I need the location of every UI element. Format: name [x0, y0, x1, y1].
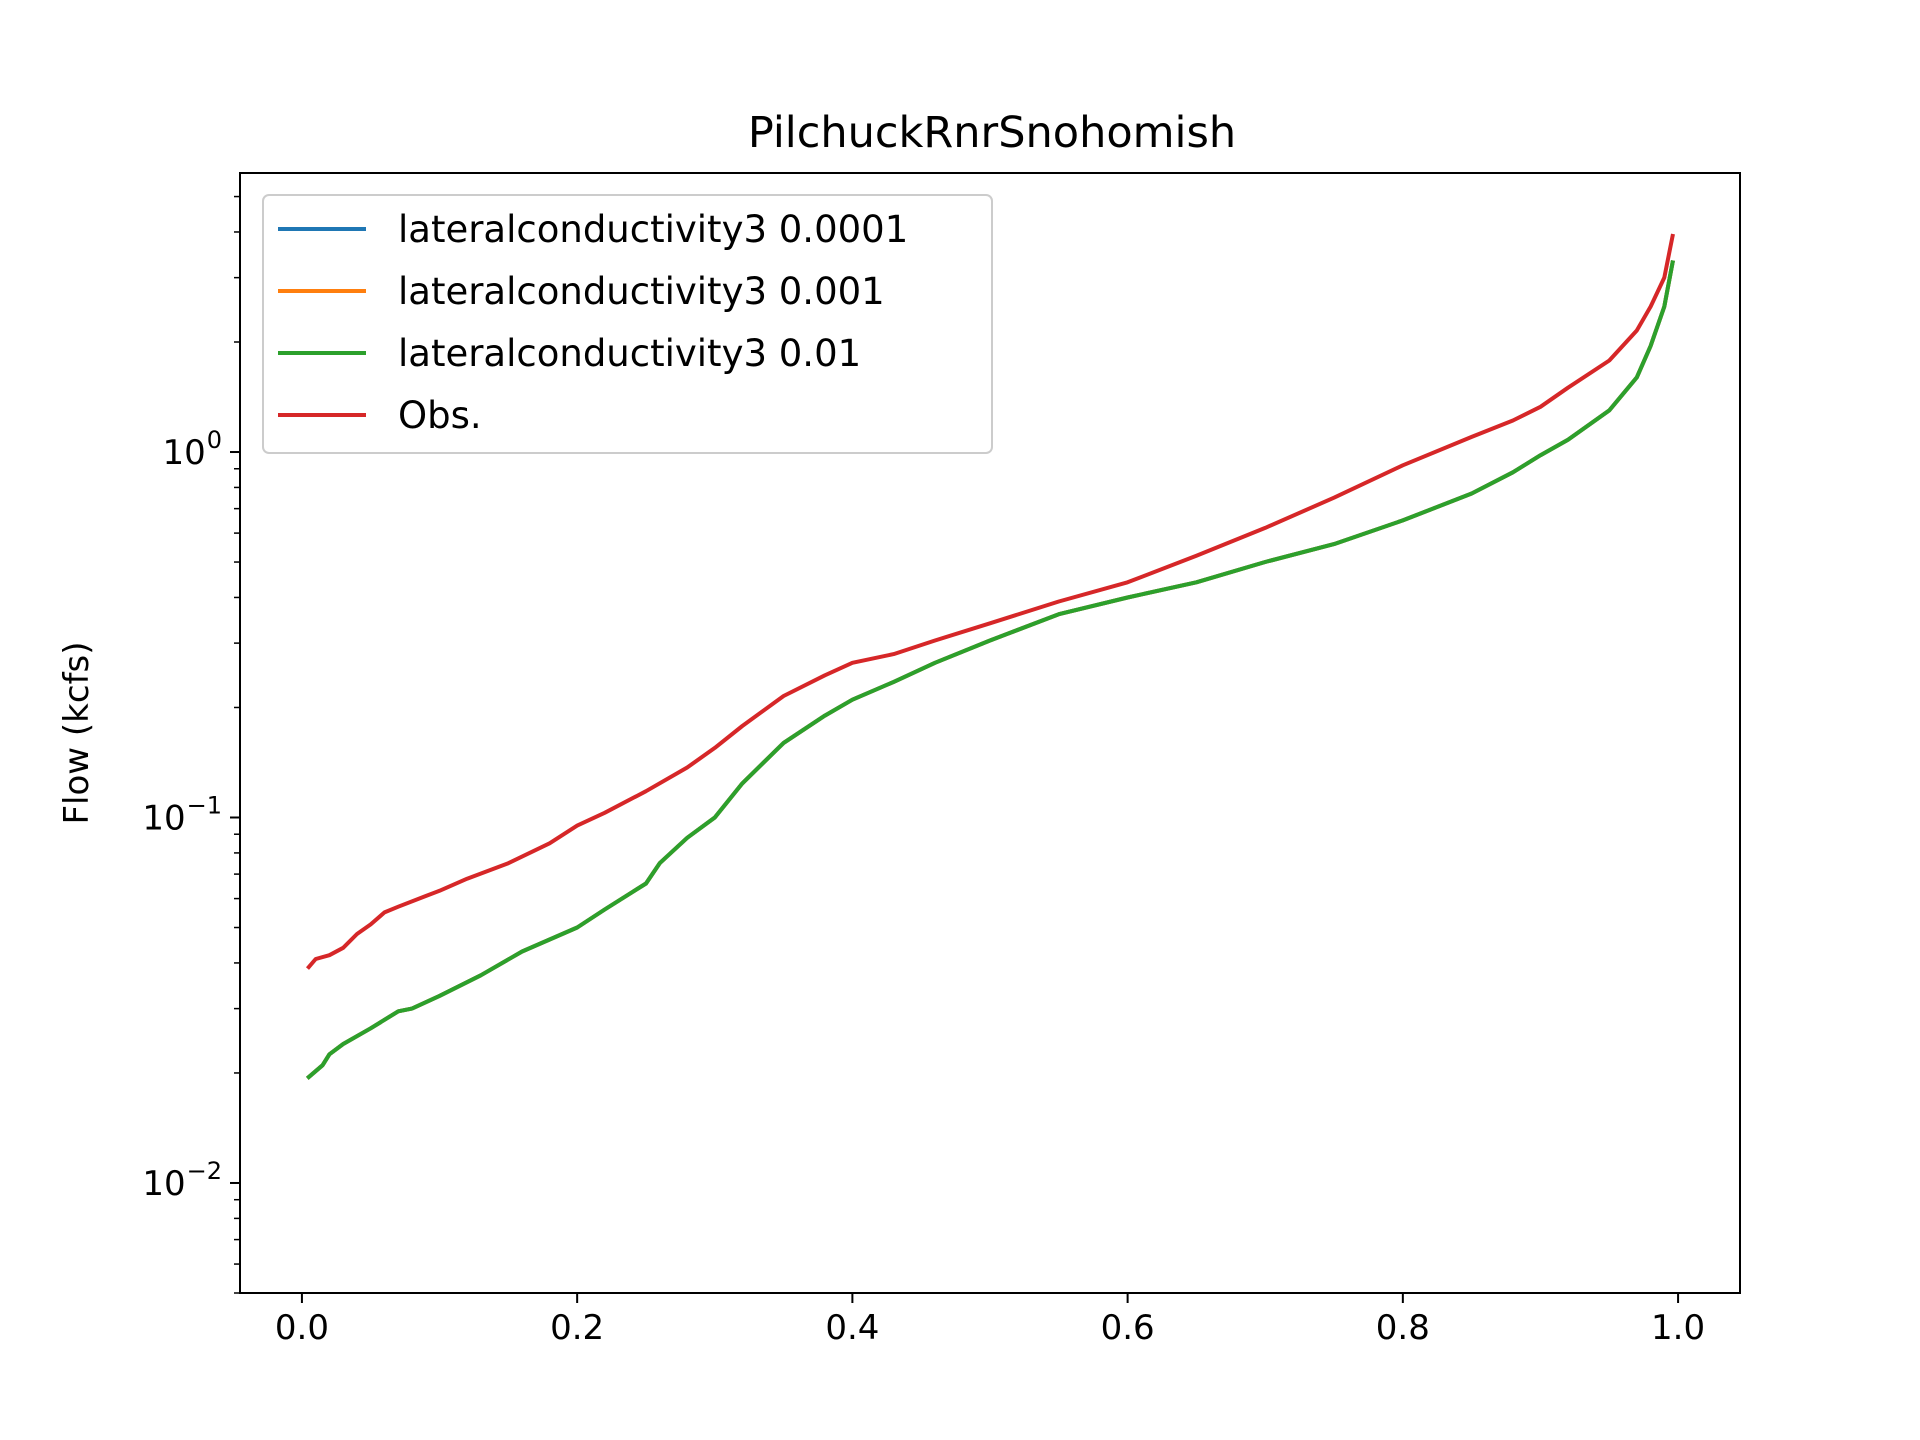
- legend-entry-0[interactable]: lateralconductivity3 0.0001: [278, 208, 908, 251]
- legend-items: lateralconductivity3 0.0001 lateralconduc…: [278, 208, 908, 437]
- y-tick-label-0: −210: [142, 1157, 222, 1204]
- legend[interactable]: lateralconductivity3 0.0001 lateralconduc…: [262, 194, 993, 454]
- y-axis-label: Flow (kcfs): [57, 641, 97, 824]
- y-tick-label-base-2: 10: [162, 433, 205, 473]
- legend-label-3: Obs.: [398, 394, 482, 437]
- series-layer: [305, 233, 1675, 1080]
- y-tick-label-base-0: 10: [142, 1164, 185, 1204]
- y-tick-label-2: 010: [162, 426, 222, 473]
- x-tick-label-3: 0.6: [1101, 1308, 1155, 1348]
- y-tick-label-exp-2: 0: [207, 426, 222, 454]
- legend-label-0: lateralconductivity3 0.0001: [398, 208, 908, 251]
- x-tick-label-1: 0.2: [550, 1308, 604, 1348]
- legend-label-2: lateralconductivity3 0.01: [398, 332, 861, 375]
- legend-entry-3[interactable]: Obs.: [278, 394, 482, 437]
- series-line-3: [305, 233, 1675, 970]
- legend-entry-1[interactable]: lateralconductivity3 0.001: [278, 270, 885, 313]
- x-tick-label-2: 0.4: [825, 1308, 879, 1348]
- legend-frame: [262, 194, 993, 454]
- series-line-2: [305, 260, 1675, 1080]
- legend-label-1: lateralconductivity3 0.001: [398, 270, 885, 313]
- x-tick-label-5: 1.0: [1651, 1308, 1705, 1348]
- x-tick-label-0: 0.0: [275, 1308, 329, 1348]
- legend-entry-2[interactable]: lateralconductivity3 0.01: [278, 332, 861, 375]
- x-axis: 0.0 0.2 0.4 0.6 0.8 1.0: [275, 1293, 1705, 1348]
- y-tick-label-exp-1: −1: [187, 791, 222, 819]
- y-tick-label-exp-0: −2: [187, 1157, 222, 1185]
- x-tick-label-4: 0.8: [1376, 1308, 1430, 1348]
- chart-title: PilchuckRnrSnohomish: [748, 108, 1236, 158]
- y-tick-label-1: −110: [142, 791, 222, 838]
- plot-frame: [239, 172, 1741, 1294]
- y-tick-label-base-1: 10: [142, 798, 185, 838]
